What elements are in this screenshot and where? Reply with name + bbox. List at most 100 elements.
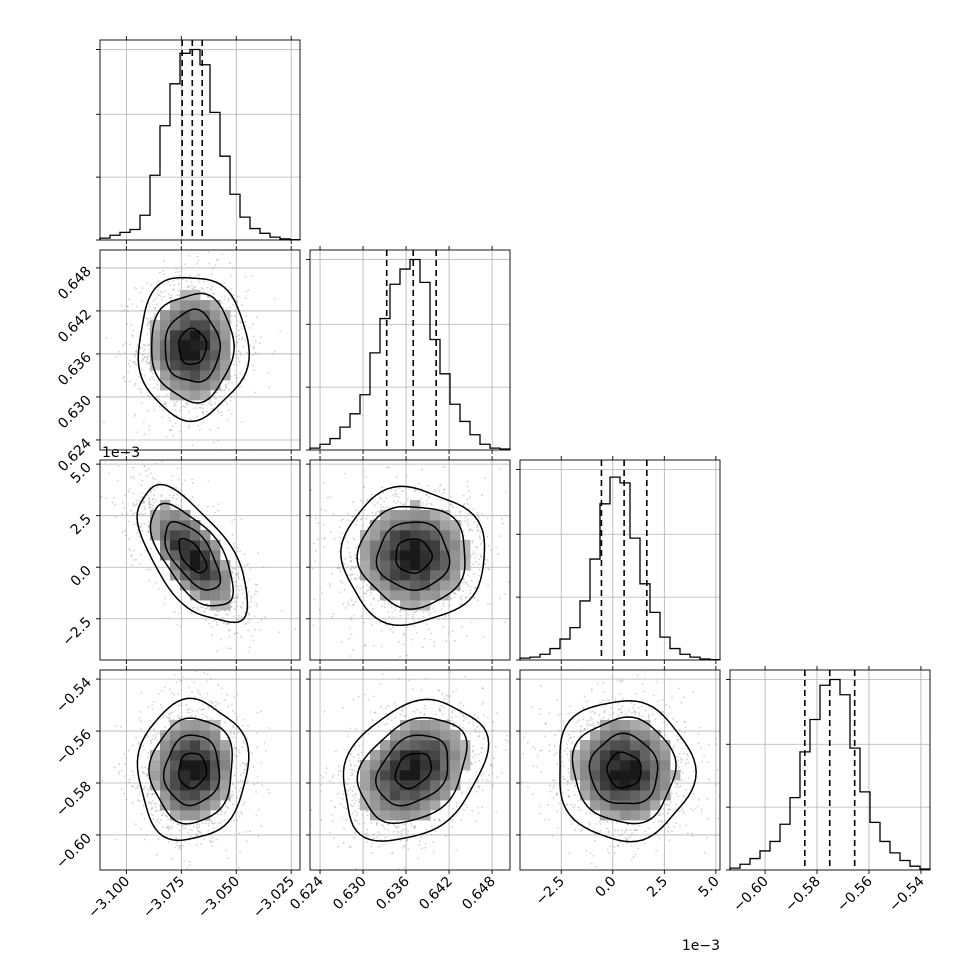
scatter-point [467, 524, 470, 527]
density-cell [220, 580, 231, 591]
scatter-point [455, 715, 457, 718]
x-tick-label: −0.58 [782, 874, 824, 916]
scatter-point [207, 296, 210, 299]
scatter-point [131, 334, 134, 337]
scatter-point [237, 614, 240, 617]
scatter-point [556, 810, 559, 813]
density-cell [160, 310, 171, 321]
contour-level-3 [137, 276, 251, 423]
scatter-point [679, 825, 681, 827]
scatter-point [195, 844, 198, 846]
panel-frame [519, 459, 721, 661]
scatter-point [141, 496, 143, 499]
scatter-point [476, 790, 478, 793]
density-cell [440, 570, 451, 581]
scatter-point [589, 823, 591, 826]
scatter-point [596, 721, 599, 724]
density-cell [420, 810, 431, 821]
scatter-point [569, 783, 572, 785]
scatter-point [534, 748, 537, 750]
scatter-point [477, 717, 480, 719]
scatter-point [306, 562, 308, 564]
scatter-point [354, 764, 357, 767]
scatter-point [481, 512, 483, 515]
density-cell [430, 780, 441, 791]
scatter-point [632, 707, 634, 709]
scatter-point [454, 639, 456, 642]
scatter-point [438, 489, 441, 492]
scatter-point [451, 653, 453, 655]
scatter-point [437, 689, 440, 692]
scatter-point [450, 503, 453, 506]
scatter-point [196, 606, 199, 609]
scatter-point [167, 841, 170, 844]
scatter-point [489, 765, 492, 767]
density-cell [380, 740, 391, 751]
scatter-point [402, 632, 405, 635]
scatter-point [385, 624, 387, 626]
scatter-point [236, 819, 238, 822]
scatter-point [176, 493, 179, 496]
scatter-point [139, 388, 142, 391]
scatter-point [370, 851, 373, 854]
scatter-point [657, 700, 660, 703]
scatter-point [491, 783, 494, 786]
scatter-point [175, 681, 178, 684]
scatter-point [268, 386, 270, 389]
scatter-point [173, 288, 175, 290]
scatter-point [136, 532, 139, 535]
density-cell [590, 730, 601, 741]
scatter-point [683, 731, 686, 734]
density-cell [410, 530, 421, 541]
scatter-point [128, 380, 131, 383]
scatter-point [462, 720, 465, 722]
scatter-point [236, 597, 239, 600]
density-cell [430, 750, 441, 761]
scatter-point [678, 729, 681, 731]
density-cell [210, 310, 221, 321]
scatter-point [195, 824, 198, 826]
scatter-point [585, 850, 588, 852]
scatter-point [513, 760, 515, 762]
scatter-point [697, 742, 700, 745]
scatter-point [432, 841, 434, 844]
scatter-point [139, 391, 142, 394]
scatter-point [694, 807, 696, 810]
scatter-point [447, 718, 449, 721]
scatter-point [369, 594, 372, 596]
scatter-point [147, 531, 150, 533]
scatter-point [672, 718, 674, 720]
scatter-point [354, 554, 357, 556]
scatter-point [346, 512, 349, 515]
scatter-point [425, 499, 428, 502]
scatter-point [248, 578, 251, 581]
scatter-point [579, 809, 582, 812]
scatter-point [232, 794, 235, 796]
density-cell [600, 720, 611, 731]
density-cell [400, 590, 411, 601]
scatter-point [377, 725, 380, 728]
scatter-point [450, 716, 453, 719]
scatter-point [220, 719, 222, 722]
scatter-point [193, 286, 196, 288]
scatter-point [241, 421, 243, 423]
scatter-point [354, 600, 357, 603]
density-cell [610, 760, 621, 771]
contour-level-0 [394, 752, 433, 790]
scatter-point [148, 321, 150, 324]
scatter-point [235, 335, 238, 338]
density-cell [430, 800, 441, 811]
scatter-point [336, 792, 339, 795]
scatter-point [467, 574, 470, 576]
scatter-point [239, 774, 242, 776]
scatter-point [205, 715, 208, 717]
scatter-point [350, 578, 352, 580]
scatter-point [318, 608, 321, 611]
scatter-point [466, 498, 469, 500]
scatter-point [555, 793, 558, 796]
scatter-point [131, 770, 134, 773]
scatter-point [472, 551, 475, 554]
scatter-point [389, 667, 391, 669]
scatter-point [142, 771, 145, 774]
scatter-point [621, 679, 624, 682]
